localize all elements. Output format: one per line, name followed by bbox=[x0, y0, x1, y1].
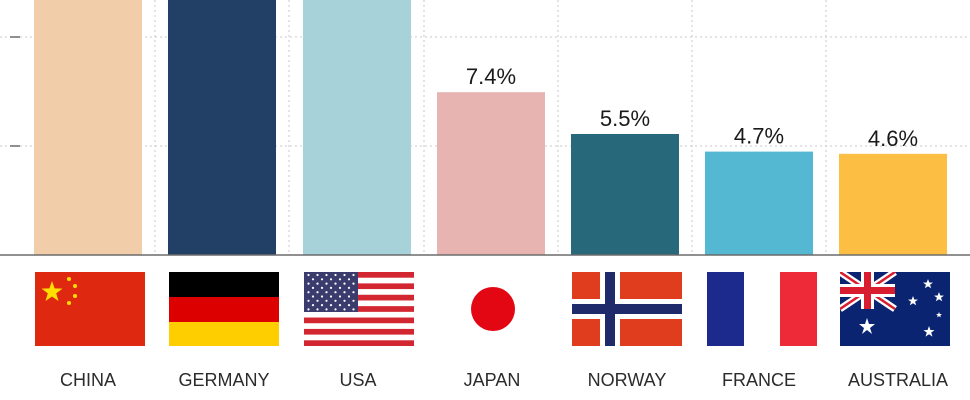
bar-norway bbox=[571, 134, 679, 255]
tick-label-germany: GERMANY bbox=[178, 370, 269, 390]
data-label-japan: 7.4% bbox=[466, 64, 516, 89]
bar-china bbox=[34, 0, 142, 255]
data-label-australia: 4.6% bbox=[868, 126, 918, 151]
bar-france bbox=[705, 151, 813, 255]
usa-flag bbox=[304, 272, 414, 346]
tick-label-usa: USA bbox=[339, 370, 376, 390]
bars bbox=[34, 0, 947, 255]
data-label-norway: 5.5% bbox=[600, 106, 650, 131]
tick-label-norway: NORWAY bbox=[588, 370, 667, 390]
japan-flag bbox=[438, 272, 548, 346]
tick-label-china: CHINA bbox=[60, 370, 116, 390]
france-flag bbox=[707, 272, 817, 346]
tick-label-japan: JAPAN bbox=[464, 370, 521, 390]
tick-label-australia: AUSTRALIA bbox=[848, 370, 948, 390]
japan-flag-disc bbox=[471, 287, 515, 331]
data-labels: 7.4% 5.5% 4.7% 4.6% bbox=[466, 64, 918, 151]
data-label-france: 4.7% bbox=[734, 124, 784, 149]
bar-japan bbox=[437, 92, 545, 255]
germany-flag bbox=[169, 272, 279, 346]
bar-usa bbox=[303, 0, 411, 255]
china-flag bbox=[35, 272, 145, 346]
bar-germany bbox=[168, 0, 276, 255]
australia-flag bbox=[840, 272, 950, 346]
bar-australia bbox=[839, 153, 947, 255]
norway-flag bbox=[572, 272, 682, 346]
china-flag-star bbox=[41, 281, 63, 301]
tick-label-france: FRANCE bbox=[722, 370, 796, 390]
